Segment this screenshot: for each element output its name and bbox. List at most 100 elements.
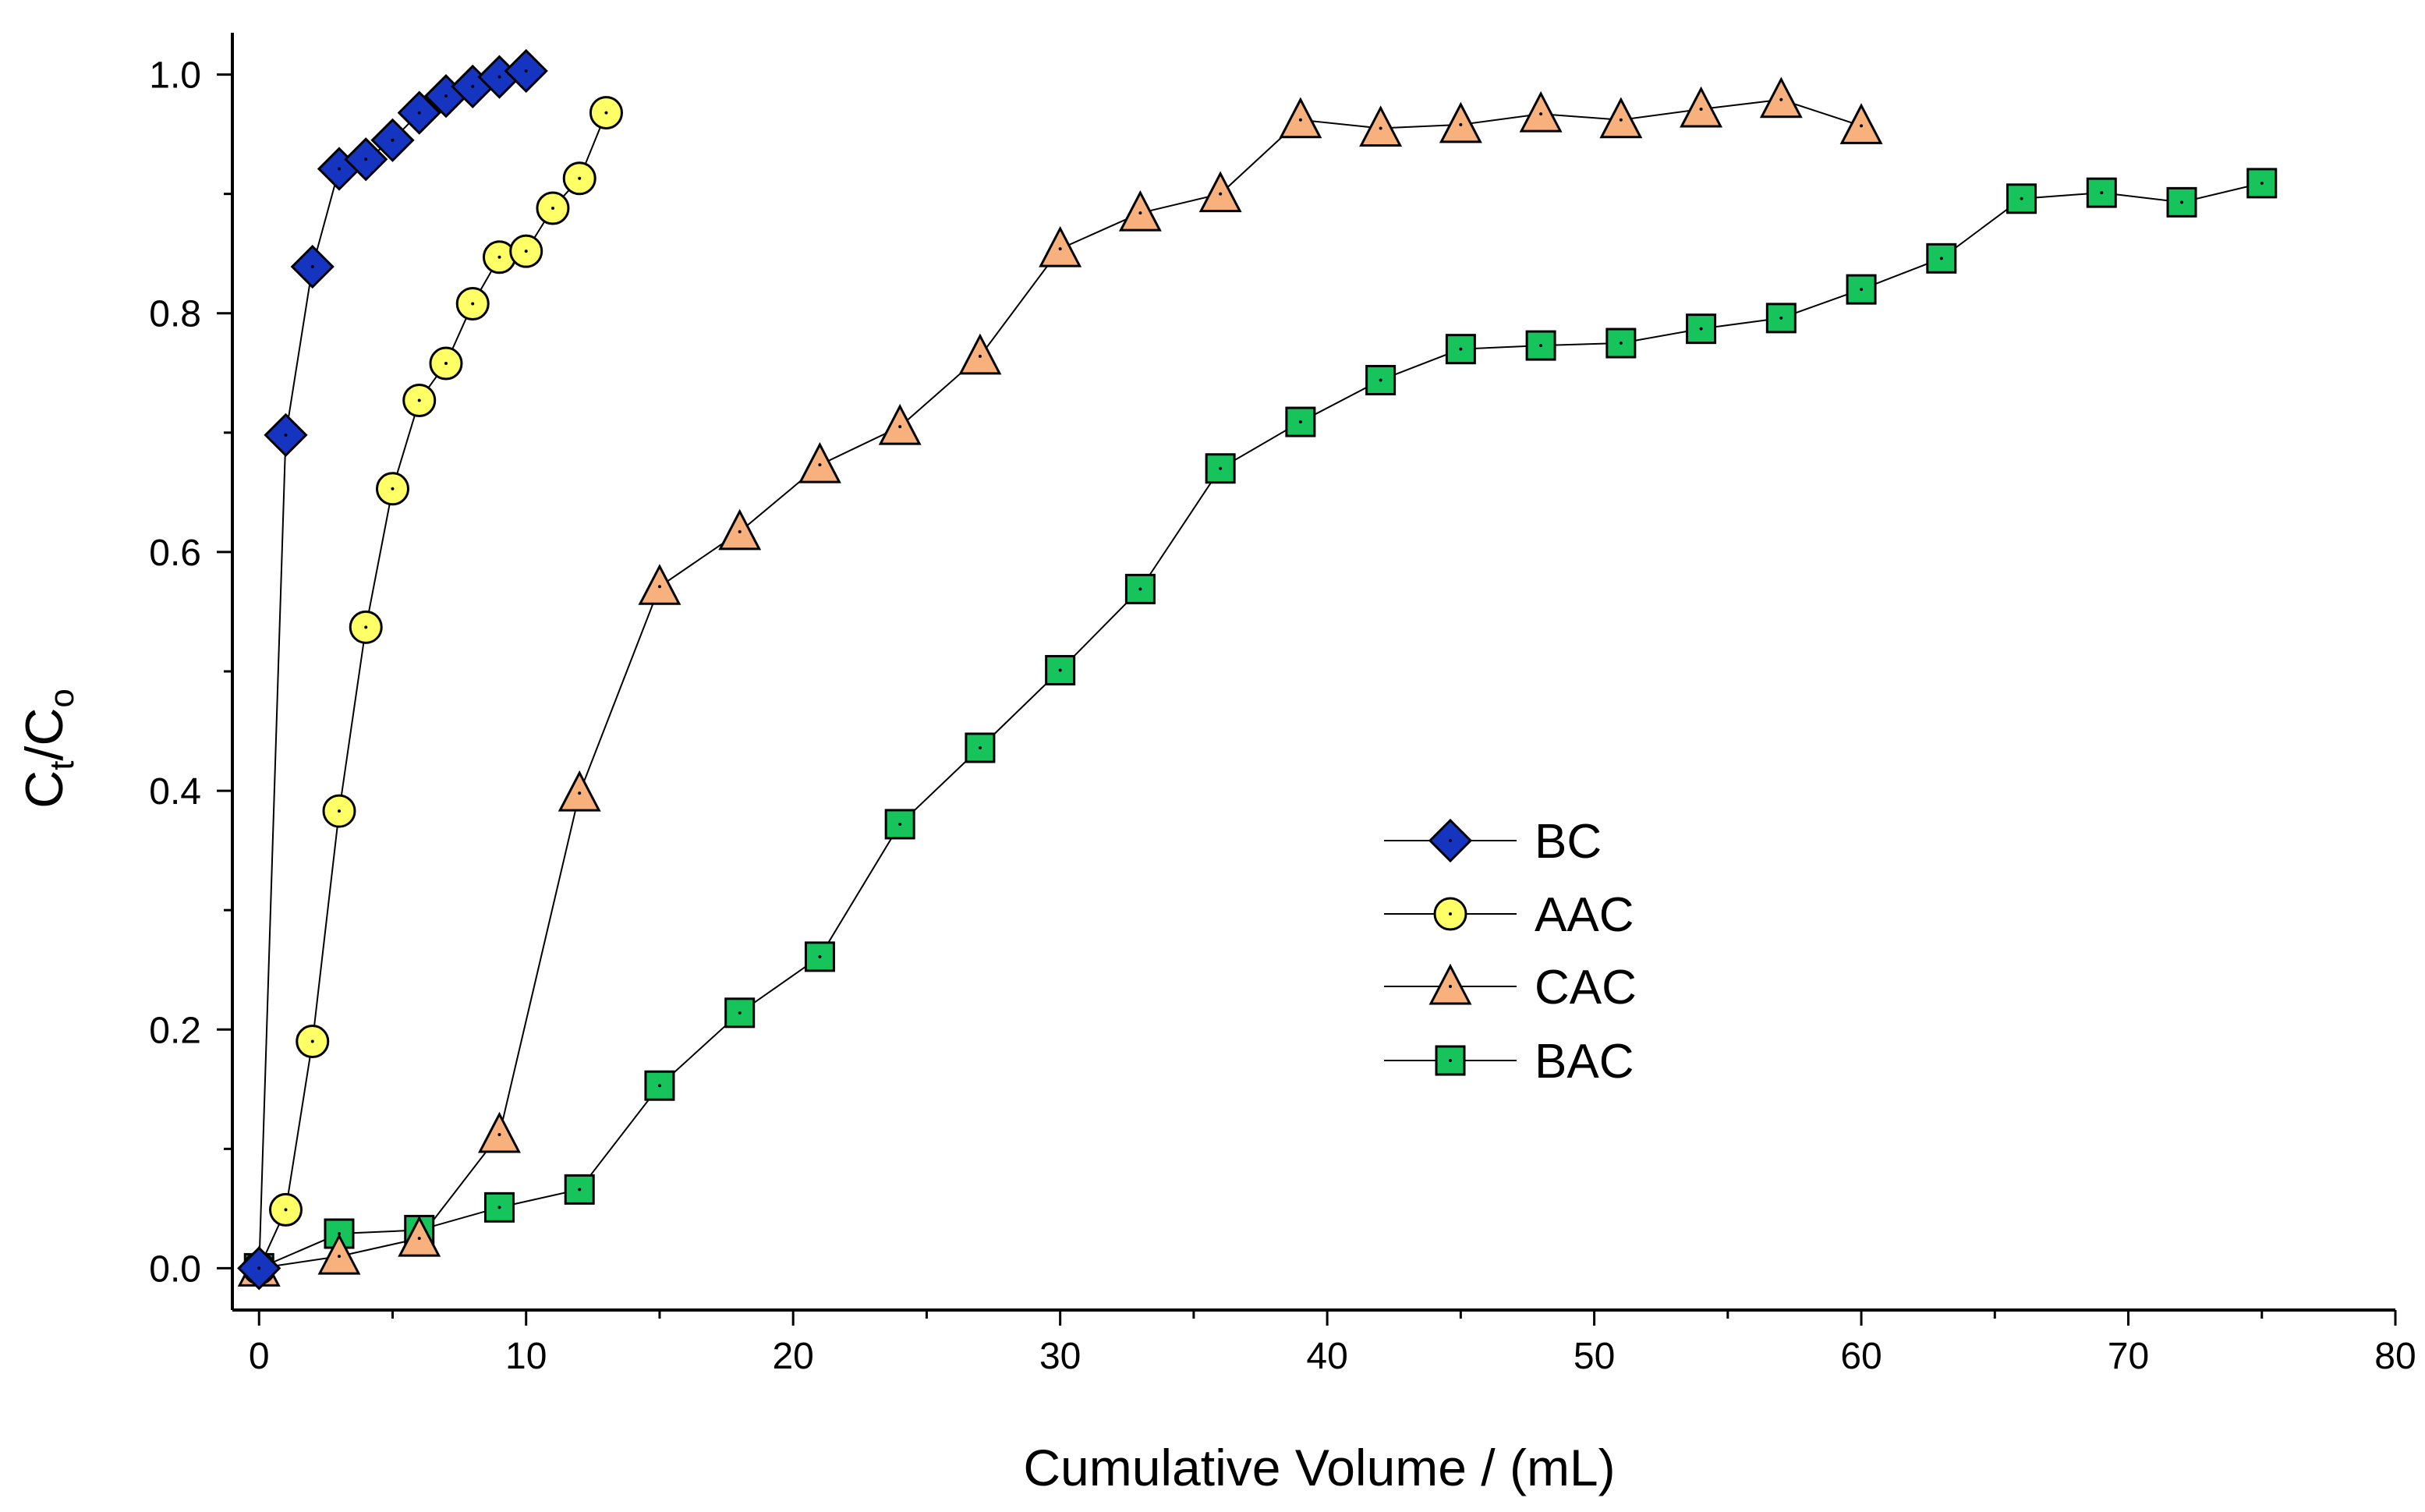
ticks-layer: 0 10 20 30 40 50 60 70 80 0.0 0.2 0.4 0.6 0.8 1.0 — [149, 55, 2416, 1377]
legend-label-cac: CAC — [1535, 961, 1637, 1014]
legend-marker-aac — [1433, 897, 1467, 931]
legend-marker-cac — [1428, 963, 1472, 1005]
legend-entry-bac: BAC — [1384, 1035, 1634, 1089]
data-point-aac — [402, 383, 437, 417]
data-point-bac — [1926, 243, 1957, 274]
x-axis-title: Cumulative Volume / (mL) — [1023, 1439, 1615, 1496]
data-point-cac — [1519, 90, 1563, 133]
data-point-bc — [344, 137, 388, 182]
x-tick-label: 20 — [772, 1336, 813, 1377]
data-point-bac — [1365, 364, 1397, 395]
data-point-aac — [375, 472, 409, 506]
legend-entry-cac: CAC — [1384, 961, 1637, 1014]
x-tick-label: 80 — [2374, 1336, 2416, 1377]
data-point-cac — [878, 403, 922, 445]
data-point-bac — [884, 809, 915, 840]
data-point-bac — [724, 997, 756, 1029]
data-point-cac — [1680, 86, 1723, 128]
data-point-bac — [1124, 573, 1156, 604]
legend: BC AAC CAC BAC — [1384, 815, 1637, 1089]
data-point-aac — [349, 610, 383, 644]
data-point-bac — [1765, 303, 1797, 334]
legend-marker-bac — [1435, 1045, 1466, 1076]
data-point-bac — [1285, 406, 1316, 437]
data-point-cac — [317, 1233, 361, 1275]
data-point-cac — [1439, 101, 1482, 143]
y-axis-title: Ct/Co — [15, 689, 81, 809]
data-point-aac — [536, 191, 570, 225]
x-tick-label: 50 — [1574, 1336, 1615, 1377]
data-point-cac — [958, 333, 1002, 375]
data-point-bac — [965, 732, 996, 763]
y-tick-label: 0.6 — [149, 533, 201, 574]
y-axis-title-sep: /C — [15, 708, 74, 761]
data-point-aac — [455, 287, 490, 321]
data-point-bac — [1605, 328, 1637, 359]
data-point-bac — [1846, 274, 1877, 305]
data-point-aac — [429, 346, 463, 381]
data-point-aac — [296, 1025, 330, 1059]
data-point-bc — [237, 1246, 281, 1291]
y-axis-title-main: C — [15, 770, 74, 809]
y-tick-label: 0.8 — [149, 294, 201, 335]
data-point-cac — [1759, 76, 1803, 119]
legend-label-bc: BC — [1535, 815, 1602, 869]
legend-entry-bc: BC — [1384, 815, 1602, 869]
data-point-bc — [370, 118, 415, 162]
data-point-bac — [1525, 330, 1556, 361]
data-point-bac — [2166, 186, 2197, 218]
series-layer — [237, 48, 2278, 1291]
legend-label-aac: AAC — [1535, 888, 1634, 942]
data-point-cac — [477, 1111, 521, 1153]
data-point-bc — [290, 244, 335, 289]
data-point-bac — [1445, 334, 1476, 365]
data-point-aac — [322, 794, 356, 828]
data-point-bac — [1045, 654, 1076, 685]
data-point-cac — [1198, 171, 1242, 213]
data-point-bc — [264, 413, 308, 458]
data-point-bac — [2246, 168, 2278, 199]
data-point-bac — [483, 1192, 515, 1223]
data-point-bc — [397, 90, 441, 135]
data-point-bac — [1205, 453, 1236, 484]
legend-entry-aac: AAC — [1384, 888, 1634, 942]
data-point-bac — [2006, 183, 2037, 214]
y-axis-title-sub-t: t — [43, 761, 81, 770]
data-point-aac — [509, 234, 543, 268]
y-tick-label: 0.0 — [149, 1248, 201, 1290]
data-point-aac — [589, 96, 623, 130]
data-point-bc — [504, 48, 548, 94]
data-point-bac — [1686, 313, 1717, 345]
data-point-cac — [398, 1215, 441, 1257]
x-tick-label: 60 — [1840, 1336, 1882, 1377]
data-point-cac — [1599, 97, 1643, 139]
legend-label-bac: BAC — [1535, 1035, 1634, 1089]
data-point-cac — [1839, 103, 1883, 144]
data-point-cac — [1359, 105, 1403, 147]
data-point-bac — [804, 941, 835, 972]
data-point-cac — [1279, 97, 1322, 139]
x-tick-label: 30 — [1039, 1336, 1081, 1377]
data-point-cac — [798, 441, 841, 483]
data-point-aac — [268, 1192, 303, 1227]
y-tick-label: 1.0 — [149, 55, 201, 97]
data-point-bac — [2086, 177, 2117, 208]
legend-marker-bc — [1428, 818, 1473, 863]
y-tick-label: 0.4 — [149, 771, 201, 813]
y-axis-title-sub-o: o — [43, 689, 81, 707]
data-point-cac — [558, 770, 601, 812]
data-point-bac — [564, 1174, 595, 1205]
x-tick-label: 0 — [249, 1336, 270, 1377]
y-tick-label: 0.2 — [149, 1010, 201, 1051]
data-point-cac — [718, 508, 762, 551]
data-point-aac — [562, 161, 597, 196]
x-tick-label: 10 — [505, 1336, 547, 1377]
data-point-cac — [1039, 225, 1082, 267]
x-tick-label: 70 — [2108, 1336, 2149, 1377]
x-tick-label: 40 — [1306, 1336, 1347, 1377]
series-line-bac — [258, 182, 2262, 1269]
data-point-cac — [638, 564, 681, 605]
data-point-cac — [1118, 189, 1162, 232]
data-point-bac — [644, 1070, 675, 1101]
